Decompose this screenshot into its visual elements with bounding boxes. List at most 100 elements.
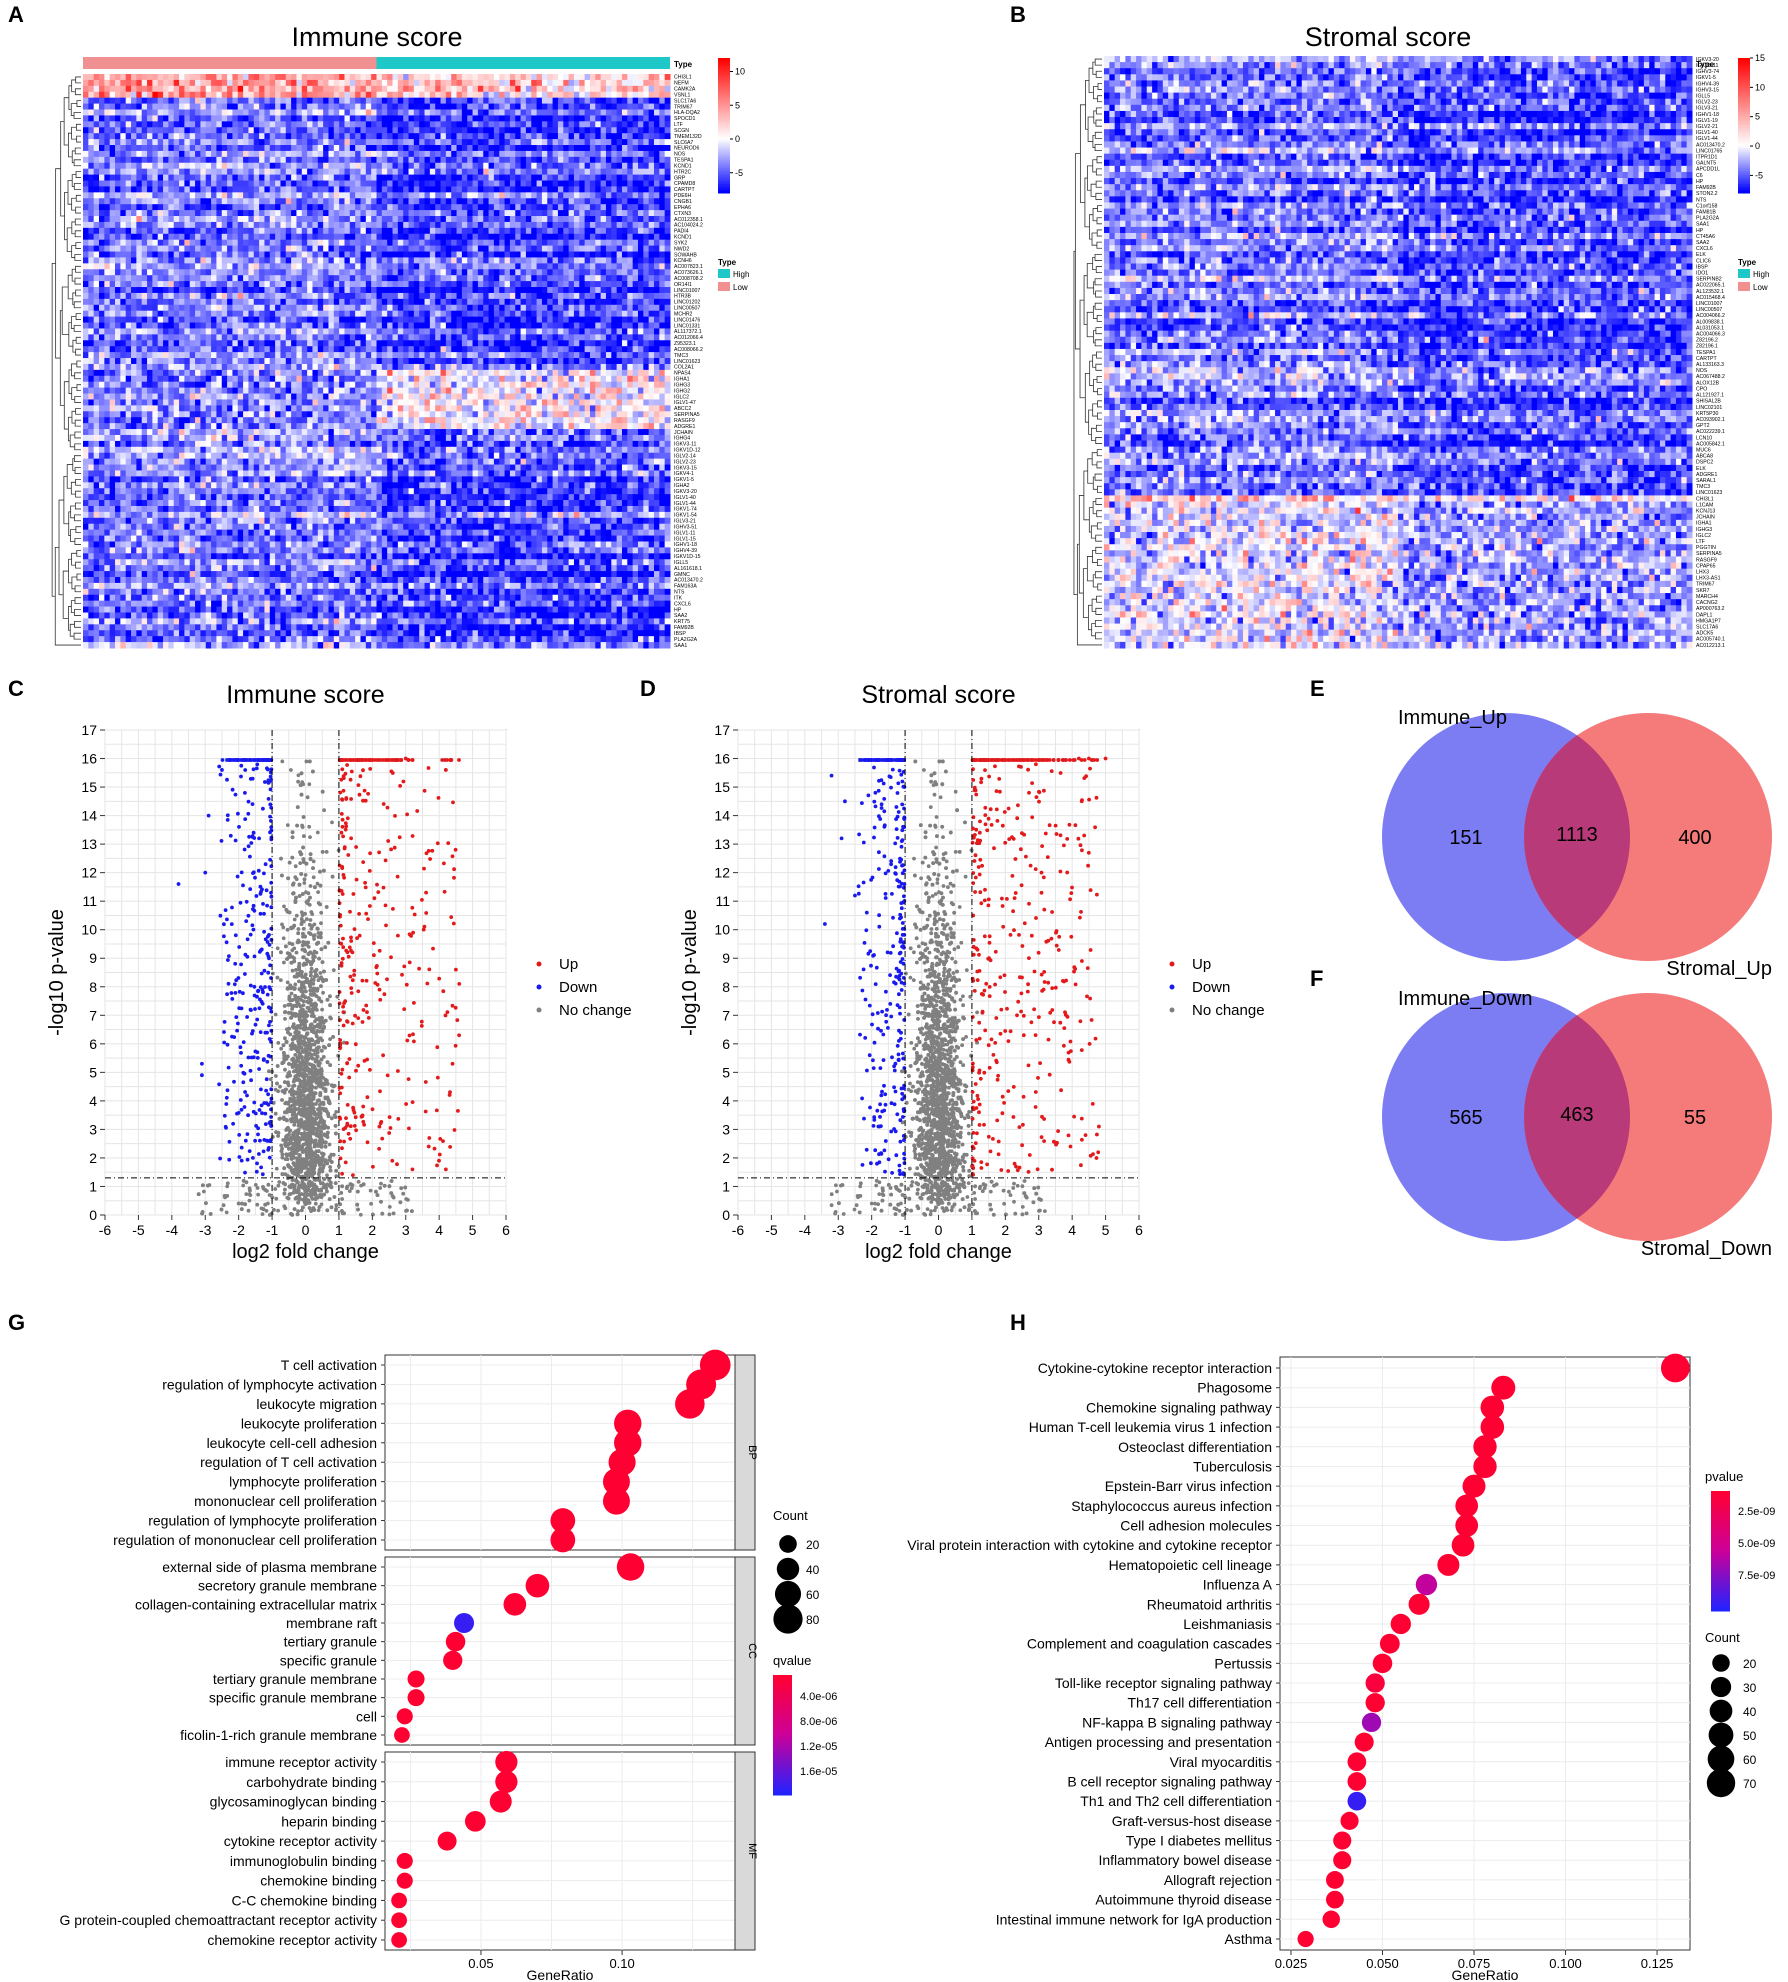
heatmap-cell: [126, 121, 132, 127]
heatmap-cell: [515, 127, 521, 133]
heatmap-cell: [547, 86, 553, 92]
heatmap-cell: [88, 133, 94, 139]
heatmap-cell: [585, 98, 591, 104]
heatmap-cell: [286, 110, 292, 116]
heatmap-cell: [505, 86, 511, 92]
heatmap-cell: [302, 74, 308, 80]
heatmap-cell: [446, 74, 452, 80]
heatmap-cell: [206, 98, 212, 104]
heatmap-cell: [414, 80, 420, 86]
heatmap-cell: [136, 127, 142, 133]
heatmap-cell: [120, 86, 126, 92]
heatmap-cell: [179, 104, 185, 110]
heatmap-cell: [499, 115, 505, 121]
heatmap-cell: [152, 92, 158, 98]
heatmap-cell: [473, 86, 479, 92]
heatmap-cell: [275, 127, 281, 133]
heatmap-cell: [627, 133, 633, 139]
heatmap-cell: [611, 74, 617, 80]
heatmap-cell: [377, 104, 383, 110]
heatmap-cell: [606, 80, 612, 86]
heatmap-cell: [339, 104, 345, 110]
heatmap-cell: [446, 115, 452, 121]
heatmap-cell: [627, 104, 633, 110]
heatmap-cell: [537, 110, 543, 116]
heatmap-cell: [617, 104, 623, 110]
heatmap-cell: [142, 115, 148, 121]
heatmap-cell: [547, 104, 553, 110]
heatmap-cell: [403, 86, 409, 92]
heatmap-cell: [409, 86, 415, 92]
heatmap-cell: [569, 86, 575, 92]
heatmap-cell: [409, 92, 415, 98]
heatmap-cell: [542, 104, 548, 110]
heatmap-cell: [483, 74, 489, 80]
heatmap-cell: [339, 74, 345, 80]
heatmap-a: Immune scoreTypeCHI3L1NEFMCAMK2AVSNL1SLC…: [52, 22, 749, 649]
heatmap-cell: [622, 74, 628, 80]
heatmap-cell: [521, 74, 527, 80]
heatmap-cell: [659, 110, 665, 116]
heatmap-cell: [430, 133, 436, 139]
heatmap-cell: [526, 92, 532, 98]
heatmap-cell: [120, 127, 126, 133]
heatmap-cell: [462, 92, 468, 98]
heatmap-cell: [462, 110, 468, 116]
heatmap-cell: [200, 86, 206, 92]
heatmap-cell: [633, 110, 639, 116]
heatmap-cell: [409, 80, 415, 86]
heatmap-cell: [280, 74, 286, 80]
heatmap-cell: [462, 104, 468, 110]
heatmap-cell: [350, 121, 356, 127]
heatmap-cell: [270, 115, 276, 121]
heatmap-cell: [126, 80, 132, 86]
heatmap-cell: [419, 86, 425, 92]
heatmap-cell: [633, 98, 639, 104]
heatmap-cell: [110, 74, 116, 80]
heatmap-cell: [569, 127, 575, 133]
heatmap-cell: [259, 104, 265, 110]
heatmap-cell: [633, 80, 639, 86]
heatmap-cell: [163, 86, 169, 92]
heatmap-cell: [126, 98, 132, 104]
heatmap-cell: [259, 74, 265, 80]
heatmap-cell: [393, 98, 399, 104]
heatmap-cell: [531, 92, 537, 98]
heatmap-cell: [254, 115, 260, 121]
heatmap-cell: [318, 110, 324, 116]
heatmap-cell: [174, 104, 180, 110]
heatmap-cell: [222, 86, 228, 92]
heatmap-cell: [371, 127, 377, 133]
heatmap-cell: [227, 104, 233, 110]
heatmap-cell: [275, 110, 281, 116]
heatmap-cell: [489, 86, 495, 92]
heatmap-cell: [499, 86, 505, 92]
heatmap-cell: [451, 80, 457, 86]
heatmap-cell: [643, 98, 649, 104]
heatmap-cell: [248, 121, 254, 127]
heatmap-cell: [547, 127, 553, 133]
heatmap-cell: [291, 80, 297, 86]
heatmap-cell: [115, 74, 121, 80]
heatmap-cell: [515, 110, 521, 116]
heatmap-cell: [425, 104, 431, 110]
heatmap-cell: [494, 104, 500, 110]
heatmap-cell: [339, 86, 345, 92]
heatmap-cell: [120, 104, 126, 110]
heatmap-cell: [638, 92, 644, 98]
heatmap-cell: [328, 80, 334, 86]
heatmap-cell: [403, 127, 409, 133]
heatmap-cell: [579, 133, 585, 139]
heatmap-cell: [238, 74, 244, 80]
heatmap-cell: [419, 74, 425, 80]
heatmap-cell: [558, 127, 564, 133]
heatmap-cell: [585, 86, 591, 92]
heatmap-cell: [414, 74, 420, 80]
heatmap-cell: [398, 115, 404, 121]
heatmap-cell: [355, 74, 361, 80]
heatmap-cell: [579, 121, 585, 127]
heatmap-cell: [425, 80, 431, 86]
heatmap-cell: [579, 92, 585, 98]
heatmap-cell: [473, 115, 479, 121]
heatmap-cell: [515, 74, 521, 80]
